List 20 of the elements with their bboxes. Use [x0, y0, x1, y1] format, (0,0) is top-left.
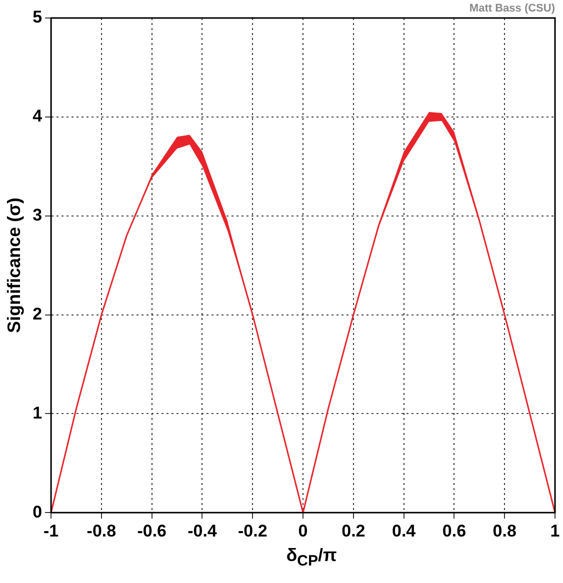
y-tick-label: 1: [32, 403, 42, 422]
x-tick-label: -0.8: [86, 521, 116, 540]
x-tick-label: -1: [43, 521, 59, 540]
x-tick-label: 0.2: [342, 521, 366, 540]
x-tick-label: -0.4: [188, 521, 218, 540]
y-tick-label: 2: [32, 304, 42, 324]
x-tick-label: 0.4: [392, 521, 416, 540]
text: Matt Bass (CSU): [469, 2, 556, 15]
x-tick-label: 0: [298, 521, 308, 540]
x-tick-label: 1: [550, 521, 560, 540]
x-axis-title: δ$_{CP}$/π: [285, 545, 338, 570]
y-axis-title: Significance (σ): [4, 198, 24, 333]
x-tick-label: -0.6: [137, 521, 166, 540]
y-tick-label: 3: [32, 206, 42, 225]
y-tick-label: 5: [32, 8, 42, 27]
y-tick-label: 0: [32, 502, 42, 522]
x-tick-label: 0.6: [442, 521, 466, 540]
x-tick-label: 0.8: [492, 521, 516, 540]
x-tick-label: -0.2: [238, 521, 268, 540]
y-tick-label: 4: [32, 106, 43, 126]
